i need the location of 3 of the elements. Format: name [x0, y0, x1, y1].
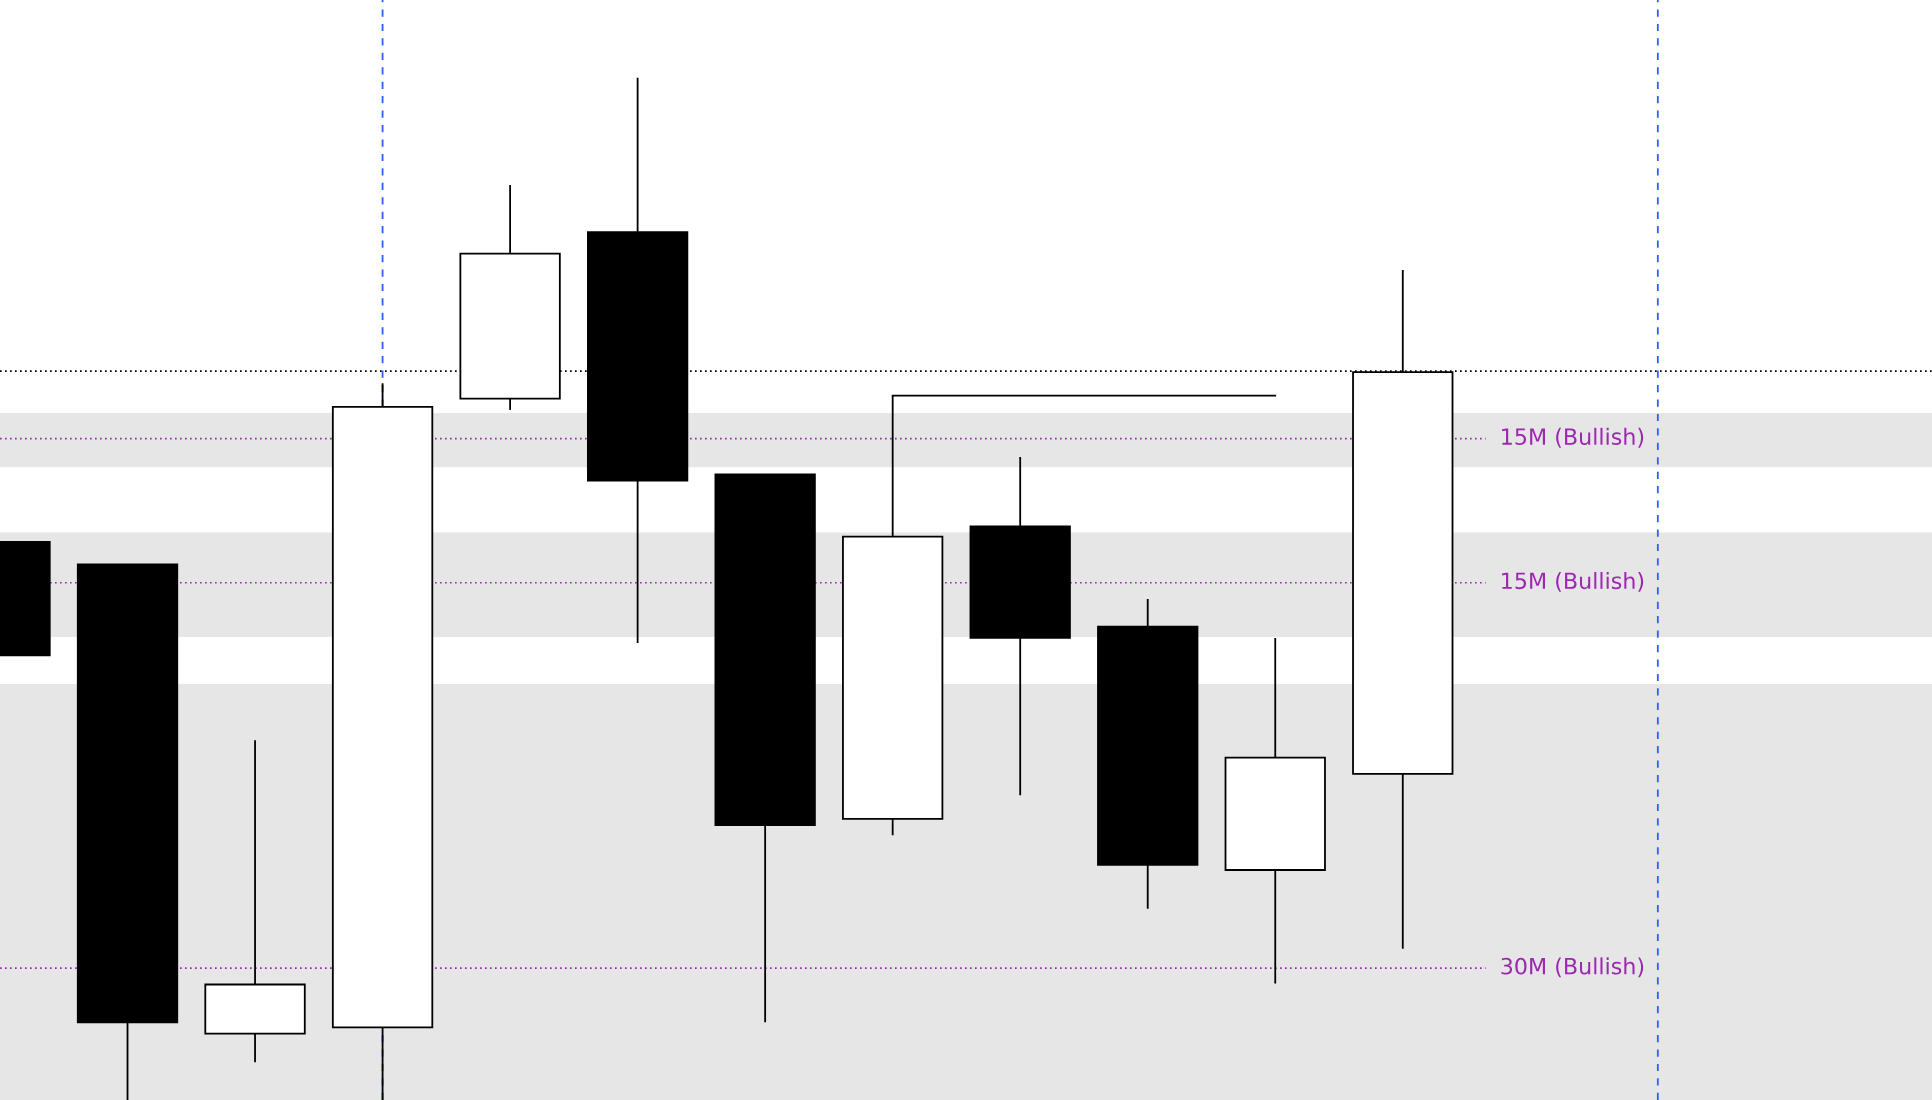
ref-line-label: 15M (Bullish): [1502, 427, 1644, 448]
ref-line-label: 15M (Bullish): [1502, 571, 1644, 592]
ref-line-label: 30M (Bullish): [1501, 957, 1644, 978]
